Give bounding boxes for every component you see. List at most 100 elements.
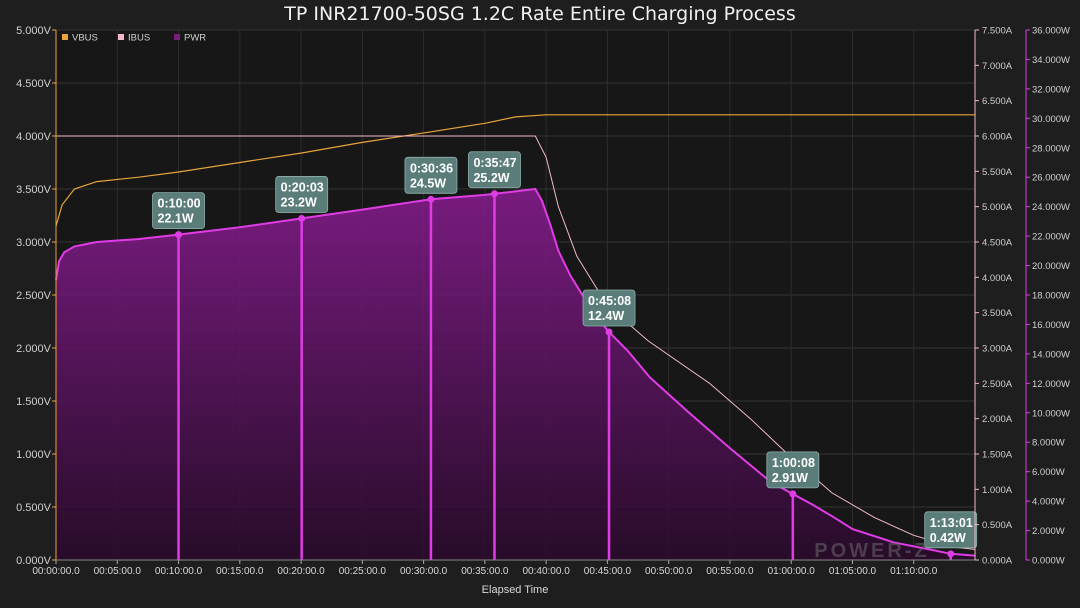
- y-right2-tick-label: 22.000W: [1032, 232, 1070, 243]
- x-tick-label: 00:40:00.0: [523, 566, 571, 577]
- watermark: POWER-Z: [814, 540, 929, 562]
- x-tick-label: 01:10:00.0: [890, 566, 938, 577]
- y-right2-tick-label: 10.000W: [1032, 408, 1070, 419]
- legend-swatch: [118, 34, 124, 40]
- y-right2-tick-label: 2.000W: [1032, 526, 1065, 537]
- y-left-tick-label: 0.500V: [16, 502, 52, 514]
- annotation-point: [298, 214, 306, 222]
- annotation-value: 2.91W: [772, 471, 808, 485]
- y-right1-tick-label: 7.500A: [982, 26, 1013, 37]
- annotation-value: 12.4W: [588, 309, 624, 323]
- x-tick-label: 00:35:00.0: [461, 566, 509, 577]
- chart-title: TP INR21700-50SG 1.2C Rate Entire Chargi…: [283, 3, 795, 25]
- legend: VBUS IBUS PWR: [62, 33, 206, 44]
- y-right1-tick-label: 4.000A: [982, 273, 1013, 284]
- annotation-time: 0:10:00: [158, 197, 201, 211]
- y-right2-tick-label: 8.000W: [1032, 438, 1065, 449]
- y-right2-tick-label: 28.000W: [1032, 143, 1070, 154]
- y-right2-tick-label: 32.000W: [1032, 84, 1070, 95]
- y-right1-tick-label: 4.500A: [982, 238, 1013, 249]
- y-right1-tick-label: 5.500A: [982, 167, 1013, 178]
- y-right1-tick-label: 3.000A: [982, 344, 1013, 355]
- x-tick-label: 00:10:00.0: [155, 566, 203, 577]
- x-tick-label: 00:15:00.0: [216, 566, 264, 577]
- annotation-box: [404, 156, 458, 194]
- annotation-time: 0:20:03: [281, 180, 324, 194]
- y-right1-tick-label: 2.000A: [982, 414, 1013, 425]
- annotation-value: 24.5W: [410, 176, 446, 190]
- y-left-tick-label: 2.000V: [16, 343, 52, 355]
- y-right2-tick-label: 24.000W: [1032, 202, 1070, 213]
- annotation-value: 23.2W: [281, 195, 317, 209]
- axes: 0.000V 0.500V 1.000V 1.500V 2.000V 2.500V 3.00…: [16, 25, 1070, 577]
- y-right1-tick-label: 0.500A: [982, 520, 1013, 531]
- annotation-box: [582, 289, 636, 327]
- annotation-time: 1:13:01: [930, 516, 973, 530]
- annotation-point: [175, 231, 183, 239]
- x-tick-label: 00:55:00.0: [706, 566, 754, 577]
- x-tick-label: 00:00:00.0: [32, 566, 80, 577]
- annotation-point: [490, 190, 498, 198]
- annotation-value: 0.42W: [930, 531, 966, 545]
- annotation-time: 0:35:47: [473, 156, 516, 170]
- y-right1-tick-label: 3.500A: [982, 308, 1013, 319]
- y-right2-tick-label: 12.000W: [1032, 379, 1070, 390]
- x-axis-label: Elapsed Time: [482, 584, 549, 596]
- y-right2-tick-label: 16.000W: [1032, 320, 1070, 331]
- y-left-tick-label: 1.000V: [16, 449, 52, 461]
- x-tick-label: 00:50:00.0: [645, 566, 693, 577]
- y-right1-tick-label: 7.000A: [982, 61, 1013, 72]
- legend-label: PWR: [184, 33, 206, 44]
- y-right2-tick-label: 20.000W: [1032, 261, 1070, 272]
- annotation-box: [924, 511, 978, 549]
- annotation-time: 1:00:08: [772, 456, 815, 470]
- annotation-point: [605, 328, 613, 336]
- series-line-pwr: [55, 187, 976, 557]
- legend-label: VBUS: [72, 33, 98, 44]
- y-right2-tick-label: 30.000W: [1032, 114, 1070, 125]
- annotation-box: [152, 192, 205, 230]
- y-right2-tick-label: 0.000W: [1032, 556, 1065, 567]
- legend-swatch: [174, 34, 180, 40]
- annotation-box: [468, 151, 521, 189]
- y-right2-tick-label: 36.000W: [1032, 26, 1070, 37]
- series-line-vbus: [55, 114, 975, 227]
- y-right2-tick-label: 14.000W: [1032, 349, 1070, 360]
- y-right2-tick-label: 6.000W: [1032, 467, 1065, 478]
- y-right2-tick-label: 4.000W: [1032, 497, 1065, 508]
- y-right1-tick-label: 6.500A: [982, 96, 1013, 107]
- y-right2-tick-label: 34.000W: [1032, 55, 1070, 66]
- annotation-time: 0:30:36: [410, 161, 453, 175]
- annotation-point: [947, 550, 955, 558]
- annotation-box: [275, 176, 329, 213]
- y-left-tick-label: 4.500V: [16, 78, 52, 90]
- series-line-ibus: [56, 135, 976, 550]
- legend-swatch: [62, 34, 68, 40]
- x-tick-label: 00:45:00.0: [584, 566, 632, 577]
- y-right2-tick-label: 26.000W: [1032, 173, 1070, 184]
- y-left-tick-label: 2.500V: [16, 290, 52, 302]
- y-left-tick-label: 0.000V: [16, 555, 52, 567]
- y-left-tick-label: 1.500V: [16, 396, 52, 408]
- series-lines: [55, 114, 976, 557]
- annotation-box: [766, 451, 820, 489]
- power-fill-area: [56, 189, 975, 560]
- y-right1-tick-label: 0.000A: [982, 556, 1013, 567]
- x-tick-label: 01:05:00.0: [829, 566, 877, 577]
- y-left-tick-label: 5.000V: [16, 25, 52, 37]
- y-right1-tick-label: 6.000A: [982, 132, 1013, 143]
- power-area: [56, 189, 975, 560]
- y-right2-tick-label: 18.000W: [1032, 291, 1070, 302]
- y-left-tick-label: 3.500V: [16, 184, 52, 196]
- y-right1-tick-label: 5.000A: [982, 202, 1013, 213]
- y-right1-tick-label: 1.500A: [982, 450, 1013, 461]
- y-left-tick-label: 4.000V: [16, 131, 52, 143]
- annotation-time: 0:45:08: [588, 294, 631, 308]
- x-tick-label: 00:25:00.0: [339, 566, 387, 577]
- annotation-value: 22.1W: [158, 212, 194, 226]
- x-tick-label: 01:00:00.0: [768, 566, 816, 577]
- annotation-point: [789, 490, 797, 498]
- x-tick-label: 00:30:00.0: [400, 566, 448, 577]
